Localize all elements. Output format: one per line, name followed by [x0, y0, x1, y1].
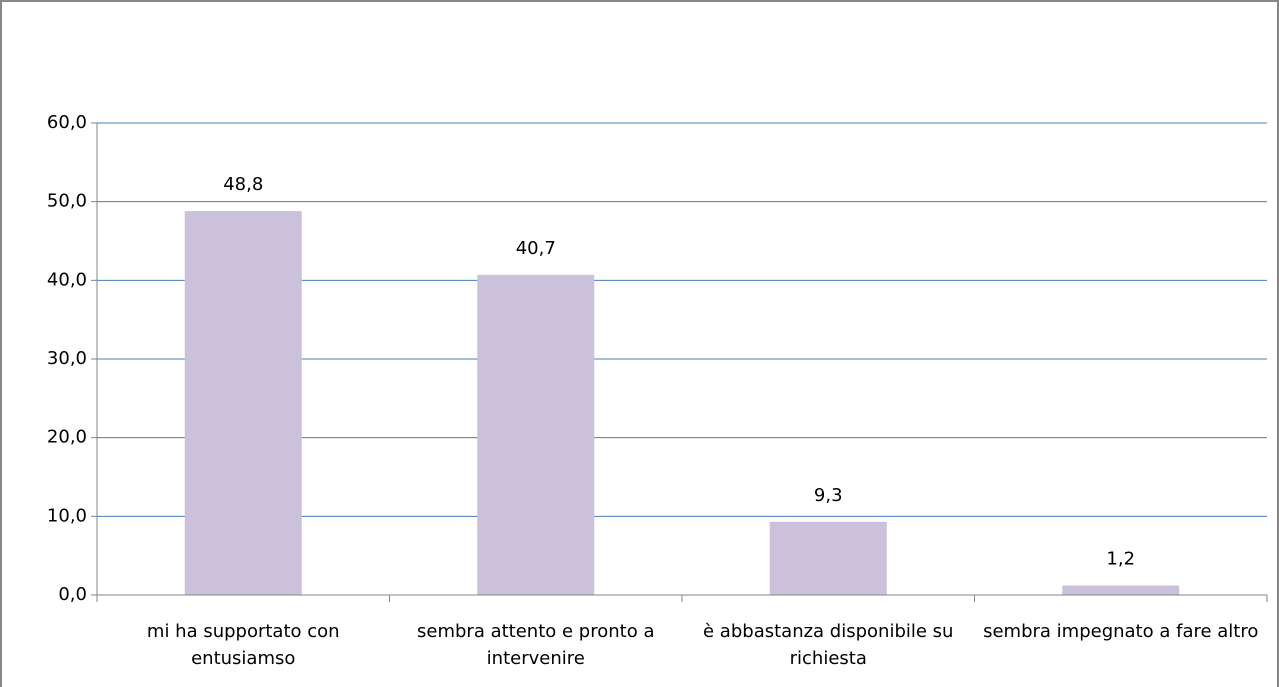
bar — [184, 211, 302, 595]
bar — [769, 521, 887, 595]
x-tick-label: sembra attento e pronto a intervenire — [417, 621, 655, 669]
value-label: 9,3 — [814, 485, 843, 506]
y-tick-label: 50,0 — [47, 191, 87, 212]
bar — [477, 274, 595, 595]
y-tick-label: 60,0 — [47, 112, 87, 133]
y-tick-label: 0,0 — [58, 584, 87, 605]
y-tick-label: 30,0 — [47, 348, 87, 369]
y-tick-label: 10,0 — [47, 505, 87, 526]
x-tick-label: mi ha supportato con entusiamso — [146, 621, 340, 669]
x-tick-label: è abbastanza disponibile su richiesta — [703, 621, 954, 669]
y-tick-label: 40,0 — [47, 269, 87, 290]
value-label: 1,2 — [1106, 549, 1135, 570]
value-label: 48,8 — [223, 174, 263, 195]
x-tick-label: sembra impegnato a fare altro — [983, 621, 1259, 642]
y-tick-label: 20,0 — [47, 427, 87, 448]
value-label: 40,7 — [516, 238, 556, 259]
bar — [1062, 585, 1180, 595]
